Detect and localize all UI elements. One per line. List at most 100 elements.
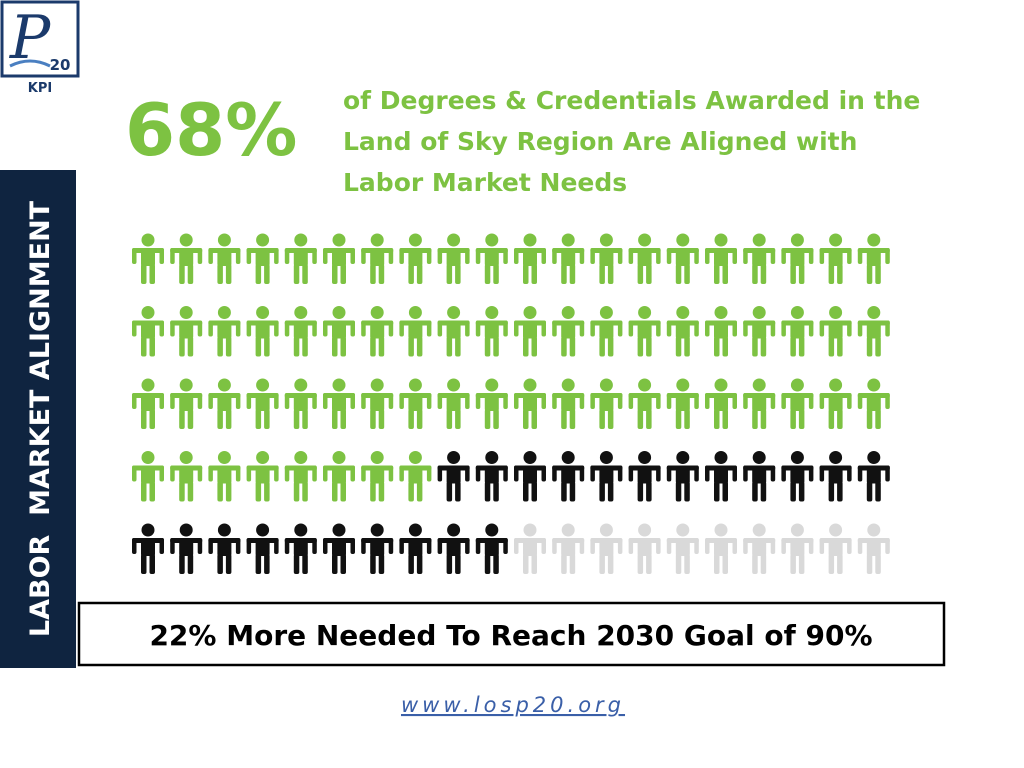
- person-icon: [323, 378, 355, 429]
- icon-head: [523, 523, 537, 537]
- callout-box: [77, 601, 946, 667]
- icon-leg: [866, 336, 873, 357]
- person-icon: [552, 378, 585, 429]
- icon-arm: [666, 393, 672, 409]
- icon-leg: [179, 554, 185, 574]
- logo-label: KPI: [28, 81, 52, 96]
- icon-arm: [666, 248, 672, 264]
- icon-leg: [484, 264, 491, 284]
- icon-leg: [523, 264, 529, 284]
- person-icon: [819, 523, 852, 574]
- icon-head: [256, 523, 270, 537]
- person-icon: [666, 451, 699, 502]
- icon-shoulders: [819, 393, 852, 398]
- icon-leg: [722, 336, 728, 357]
- icon-head: [638, 378, 652, 392]
- person-icon: [132, 378, 164, 429]
- icon-arm: [208, 248, 213, 264]
- icon-arm: [503, 248, 508, 264]
- icon-arm: [274, 248, 279, 264]
- person-icon: [666, 378, 699, 429]
- person-icon: [361, 523, 394, 574]
- icon-arm: [426, 320, 432, 337]
- person-icon: [246, 306, 279, 357]
- icon-arm: [323, 248, 328, 264]
- icon-arm: [732, 393, 737, 409]
- icon-shoulders: [514, 393, 546, 398]
- icon-leg: [523, 409, 529, 429]
- person-icon: [399, 378, 432, 429]
- person-icon: [781, 233, 814, 284]
- icon-shoulders: [361, 465, 394, 471]
- person-icon: [819, 233, 852, 284]
- icon-leg: [875, 264, 881, 284]
- icon-arm: [208, 538, 213, 554]
- person-icon: [781, 378, 814, 429]
- icon-arm: [312, 320, 317, 337]
- person-icon: [399, 306, 432, 357]
- icon-leg: [646, 336, 652, 357]
- icon-arm: [743, 465, 748, 482]
- icon-leg: [302, 481, 308, 502]
- icon-leg: [179, 481, 185, 502]
- icon-leg: [149, 264, 155, 284]
- icon-shoulders: [552, 393, 585, 398]
- icon-arm: [656, 393, 661, 409]
- icon-leg: [378, 264, 385, 284]
- icon-head: [408, 523, 422, 537]
- url[interactable]: www.losp20.org: [401, 693, 625, 717]
- icon-leg: [446, 409, 453, 429]
- icon-arm: [132, 538, 137, 554]
- icon-shoulders: [590, 538, 623, 543]
- icon-arm: [475, 320, 481, 337]
- icon-shoulders: [819, 465, 852, 471]
- icon-leg: [149, 336, 155, 357]
- person-icon: [475, 306, 508, 357]
- icon-arm: [743, 393, 748, 409]
- icon-shoulders: [399, 248, 432, 253]
- icon-arm: [857, 248, 863, 264]
- icon-shoulders: [590, 320, 623, 326]
- icon-shoulders: [361, 320, 394, 326]
- icon-head: [638, 451, 652, 464]
- person-icon: [323, 451, 355, 502]
- person-icon: [590, 378, 623, 429]
- icon-arm: [694, 248, 699, 264]
- icon-leg: [484, 336, 491, 357]
- icon-leg: [684, 336, 690, 357]
- icon-arm: [159, 393, 164, 409]
- icon-leg: [416, 481, 423, 502]
- person-icon: [781, 451, 814, 502]
- person-icon: [857, 523, 890, 574]
- icon-arm: [475, 393, 481, 409]
- icon-leg: [255, 481, 262, 502]
- icon-leg: [760, 409, 767, 429]
- icon-arm: [465, 248, 470, 264]
- icon-arm: [170, 538, 175, 554]
- icon-shoulders: [284, 538, 317, 543]
- icon-head: [408, 378, 422, 392]
- icon-arm: [235, 465, 241, 482]
- icon-leg: [531, 336, 537, 357]
- icon-shoulders: [628, 320, 661, 326]
- icon-leg: [722, 554, 728, 574]
- icon-head: [561, 523, 575, 537]
- icon-head: [332, 378, 346, 392]
- icon-head: [332, 306, 346, 319]
- icon-arm: [197, 538, 203, 554]
- icon-leg: [378, 481, 385, 502]
- icon-arm: [437, 393, 443, 409]
- pictogram: [132, 233, 890, 574]
- icon-arm: [465, 320, 470, 337]
- icon-shoulders: [170, 538, 203, 543]
- icon-arm: [388, 538, 394, 554]
- icon-leg: [790, 264, 796, 284]
- person-icon: [208, 523, 241, 574]
- icon-leg: [255, 409, 262, 429]
- icon-arm: [197, 248, 203, 264]
- icon-leg: [187, 481, 194, 502]
- icon-shoulders: [361, 248, 394, 253]
- icon-head: [447, 306, 461, 319]
- icon-arm: [628, 248, 634, 264]
- icon-shoulders: [743, 248, 776, 253]
